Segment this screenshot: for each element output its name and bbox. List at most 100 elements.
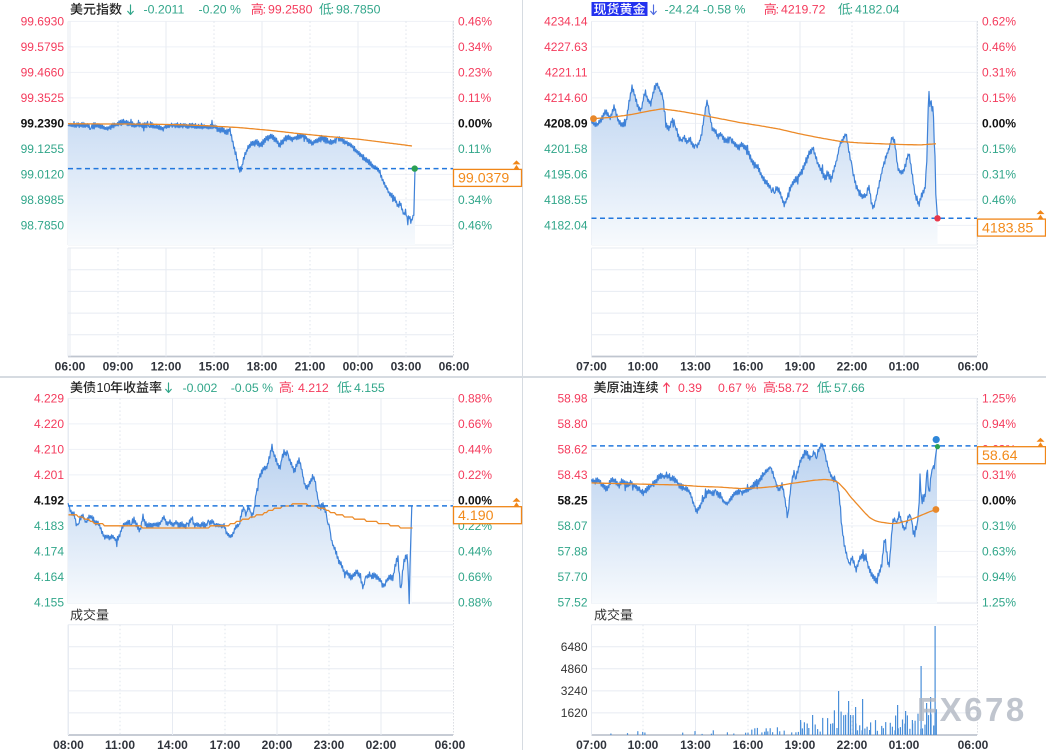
svg-text:4.190: 4.190 bbox=[458, 508, 494, 524]
svg-text:-0.002: -0.002 bbox=[183, 381, 218, 395]
svg-text:4.183: 4.183 bbox=[34, 519, 64, 533]
svg-text:-24.24: -24.24 bbox=[665, 3, 700, 17]
svg-text:0.31%: 0.31% bbox=[982, 66, 1016, 80]
svg-text:00:00: 00:00 bbox=[343, 360, 374, 374]
svg-text:4182.04: 4182.04 bbox=[855, 3, 900, 17]
svg-text:58.98: 58.98 bbox=[557, 392, 587, 406]
svg-text:0.22%: 0.22% bbox=[458, 468, 492, 482]
svg-text:4208.09: 4208.09 bbox=[544, 117, 588, 131]
svg-text:4221.11: 4221.11 bbox=[545, 66, 588, 80]
svg-text:0.15%: 0.15% bbox=[982, 142, 1016, 156]
svg-text:18:00: 18:00 bbox=[247, 360, 278, 374]
svg-text:0.66%: 0.66% bbox=[458, 570, 492, 584]
svg-text:99.4660: 99.4660 bbox=[21, 66, 65, 80]
svg-text:99.6930: 99.6930 bbox=[21, 15, 65, 29]
svg-text:09:00: 09:00 bbox=[103, 360, 134, 374]
svg-text:4214.60: 4214.60 bbox=[544, 91, 588, 105]
svg-text:58.25: 58.25 bbox=[557, 494, 587, 508]
svg-text:99.1255: 99.1255 bbox=[21, 142, 65, 156]
svg-text:98.8985: 98.8985 bbox=[21, 193, 65, 207]
svg-text:0.31%: 0.31% bbox=[982, 168, 1016, 182]
svg-text:02:00: 02:00 bbox=[366, 738, 397, 750]
svg-text:22:00: 22:00 bbox=[837, 360, 868, 374]
svg-text::: : bbox=[291, 381, 294, 395]
svg-text:0.34%: 0.34% bbox=[458, 193, 492, 207]
svg-text:06:00: 06:00 bbox=[435, 738, 466, 750]
svg-text:0.00%: 0.00% bbox=[458, 494, 492, 508]
svg-text:0.67 %: 0.67 % bbox=[718, 381, 756, 395]
svg-text:07:00: 07:00 bbox=[576, 360, 607, 374]
svg-text:13:00: 13:00 bbox=[680, 738, 711, 750]
svg-text:0.11%: 0.11% bbox=[458, 142, 491, 156]
svg-text:17:00: 17:00 bbox=[210, 738, 241, 750]
svg-text:13:00: 13:00 bbox=[680, 360, 711, 374]
svg-text:99.0379: 99.0379 bbox=[458, 171, 509, 187]
svg-text:99.5795: 99.5795 bbox=[21, 40, 65, 54]
svg-text:06:00: 06:00 bbox=[958, 360, 989, 374]
svg-text:3240: 3240 bbox=[561, 684, 588, 698]
svg-text:4234.14: 4234.14 bbox=[544, 15, 588, 29]
svg-text:4227.63: 4227.63 bbox=[544, 40, 588, 54]
svg-text::: : bbox=[331, 3, 334, 17]
svg-text:99.2390: 99.2390 bbox=[21, 117, 65, 131]
svg-text:08:00: 08:00 bbox=[53, 738, 84, 750]
svg-text:4.212: 4.212 bbox=[298, 381, 329, 395]
svg-text:0.31%: 0.31% bbox=[982, 468, 1016, 482]
svg-text:20:00: 20:00 bbox=[262, 738, 293, 750]
svg-text:06:00: 06:00 bbox=[55, 360, 86, 374]
svg-text:0.66%: 0.66% bbox=[458, 417, 492, 431]
svg-text:19:00: 19:00 bbox=[785, 360, 816, 374]
svg-text:57.88: 57.88 bbox=[557, 545, 587, 559]
svg-text:0.62%: 0.62% bbox=[982, 15, 1016, 29]
svg-text:58.43: 58.43 bbox=[557, 468, 587, 482]
svg-text:99.2580: 99.2580 bbox=[268, 3, 313, 17]
svg-text:0.46%: 0.46% bbox=[458, 15, 492, 29]
svg-text:0.44%: 0.44% bbox=[458, 443, 492, 457]
svg-text:01:00: 01:00 bbox=[889, 738, 920, 750]
svg-text:0.94%: 0.94% bbox=[982, 570, 1016, 584]
svg-text:4195.06: 4195.06 bbox=[544, 168, 588, 182]
svg-text::: : bbox=[263, 3, 266, 17]
svg-text:-0.20 %: -0.20 % bbox=[199, 3, 241, 17]
svg-text:4.201: 4.201 bbox=[34, 468, 64, 482]
svg-text:0.23%: 0.23% bbox=[458, 66, 492, 80]
svg-text:14:00: 14:00 bbox=[157, 738, 188, 750]
svg-text:4219.72: 4219.72 bbox=[781, 3, 826, 17]
svg-text:4.220: 4.220 bbox=[34, 417, 64, 431]
svg-text:0.11%: 0.11% bbox=[458, 91, 491, 105]
svg-text::: : bbox=[776, 3, 779, 17]
svg-text:21:00: 21:00 bbox=[295, 360, 326, 374]
svg-text:10:00: 10:00 bbox=[628, 360, 659, 374]
svg-text:1.25%: 1.25% bbox=[982, 596, 1016, 610]
svg-text:-0.58 %: -0.58 % bbox=[703, 3, 745, 17]
svg-text:4188.55: 4188.55 bbox=[544, 193, 588, 207]
svg-text:1.25%: 1.25% bbox=[982, 392, 1016, 406]
svg-text:15:00: 15:00 bbox=[199, 360, 230, 374]
svg-text:11:00: 11:00 bbox=[105, 738, 135, 750]
svg-text:4.164: 4.164 bbox=[34, 570, 64, 584]
svg-text:4183.85: 4183.85 bbox=[982, 220, 1033, 236]
svg-text:06:00: 06:00 bbox=[439, 360, 470, 374]
svg-text:4860: 4860 bbox=[561, 662, 588, 676]
svg-text:4.229: 4.229 bbox=[34, 392, 64, 406]
svg-text:4.192: 4.192 bbox=[34, 494, 64, 508]
svg-text:98.7850: 98.7850 bbox=[336, 3, 381, 17]
svg-text:58.72: 58.72 bbox=[778, 381, 809, 395]
svg-text:1620: 1620 bbox=[561, 706, 588, 720]
svg-text::: : bbox=[775, 381, 778, 395]
svg-text:4.155: 4.155 bbox=[354, 381, 385, 395]
svg-text:58.80: 58.80 bbox=[557, 417, 587, 431]
svg-text::: : bbox=[829, 381, 832, 395]
svg-text:4182.04: 4182.04 bbox=[544, 219, 588, 233]
svg-text:0.34%: 0.34% bbox=[458, 40, 492, 54]
svg-text:-0.05 %: -0.05 % bbox=[231, 381, 273, 395]
svg-text:57.70: 57.70 bbox=[557, 570, 587, 584]
svg-text:57.52: 57.52 bbox=[557, 596, 587, 610]
svg-text:0.00%: 0.00% bbox=[458, 117, 492, 131]
svg-text:0.88%: 0.88% bbox=[458, 596, 492, 610]
svg-text:99.3525: 99.3525 bbox=[21, 91, 65, 105]
svg-text:23:00: 23:00 bbox=[314, 738, 345, 750]
svg-text:4.210: 4.210 bbox=[34, 443, 64, 457]
svg-text:0.63%: 0.63% bbox=[982, 545, 1016, 559]
svg-text:0.15%: 0.15% bbox=[982, 91, 1016, 105]
